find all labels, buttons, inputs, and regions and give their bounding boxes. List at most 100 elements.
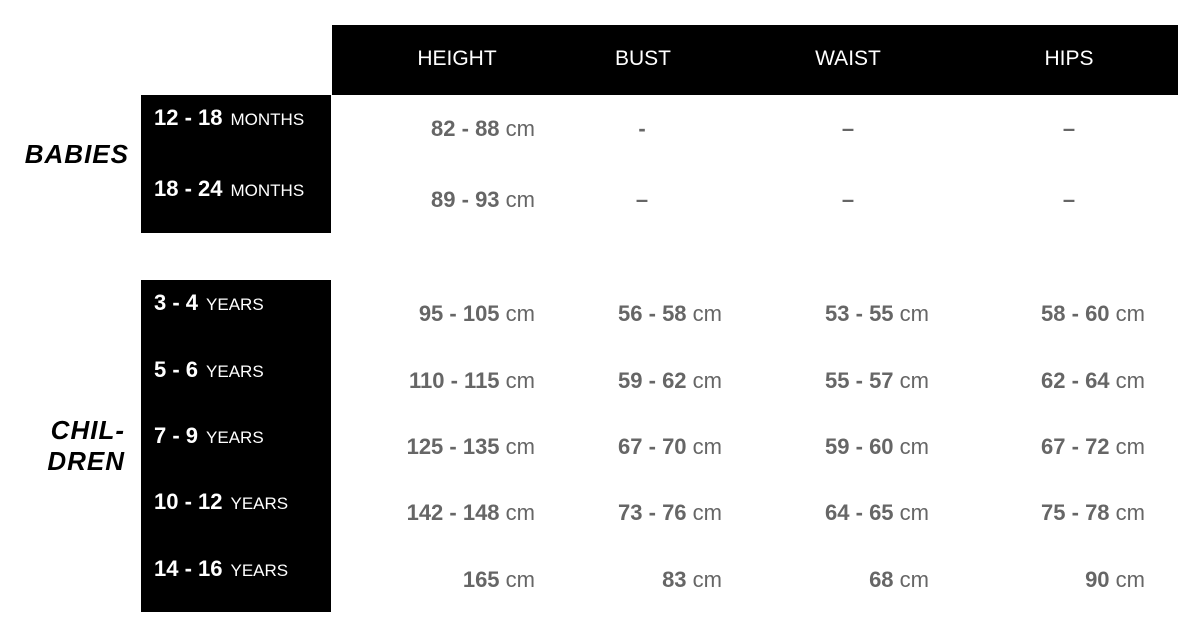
cell-value: 95 - 105 [418,301,500,326]
cell-height: 110 - 115 cm [409,368,535,394]
age-range-unit: YEARS [230,561,289,580]
cell-waist: – [842,187,854,213]
cell-hips: 62 - 64 cm [1041,368,1145,394]
cell-value: 165 [462,567,500,592]
cell-value: 64 - 65 [825,500,894,525]
cell-height: 95 - 105 cm [419,301,535,327]
cell-value: 89 - 93 [431,187,500,212]
age-range-value: 14 - 16 [154,556,223,581]
age-range-label: 10 - 12 YEARS [154,489,288,515]
cell-bust: 83 cm [662,567,722,593]
header-bust: BUST [614,47,672,70]
cell-unit: cm [505,116,535,141]
cell-hips: – [1063,116,1075,142]
cell-height: 125 - 135 cm [407,434,535,460]
cell-unit: cm [1115,567,1145,592]
cell-waist: 53 - 55 cm [825,301,929,327]
cell-value: 82 - 88 [431,116,500,141]
age-range-label: 3 - 4 YEARS [154,290,264,316]
cell-hips: 58 - 60 cm [1041,301,1145,327]
age-range-label: 7 - 9 YEARS [154,423,264,449]
cell-bust: – [636,187,648,213]
cell-unit: cm [1115,301,1145,326]
cell-bust: - [638,116,645,142]
cell-hips: 90 cm [1085,567,1145,593]
cell-waist: 64 - 65 cm [825,500,929,526]
cell-value: 110 - 115 [409,368,500,393]
children-age-column: 3 - 4 YEARS 5 - 6 YEARS 7 - 9 YEARS 10 - 12 YEA… [141,280,331,612]
cell-value: 53 - 55 [825,301,894,326]
cell-value: 67 - 72 [1041,434,1110,459]
cell-hips: – [1063,187,1075,213]
cell-unit: cm [1115,434,1145,459]
age-range-value: 10 - 12 [154,489,223,514]
cell-unit: cm [899,301,929,326]
cell-value: 59 - 60 [825,434,894,459]
cell-unit: cm [692,301,722,326]
cell-unit: cm [1115,368,1145,393]
cell-value: – [841,116,855,141]
header-hips: HIPS [1044,47,1094,70]
cell-unit: cm [692,368,722,393]
cell-value: 90 [1085,567,1110,592]
cell-height: 82 - 88 cm [431,116,535,142]
cell-hips: 75 - 78 cm [1041,500,1145,526]
group-label-children: CHIL- DREN [47,415,125,477]
cell-value: 59 - 62 [618,368,687,393]
age-range-value: 3 - 4 [154,290,199,315]
cell-unit: cm [1115,500,1145,525]
cell-waist: 59 - 60 cm [825,434,929,460]
age-range-label: 18 - 24 MONTHS [154,176,304,202]
cell-value: 58 - 60 [1041,301,1110,326]
cell-value: 73 - 76 [618,500,687,525]
cell-value: – [1062,116,1076,141]
header-height: HEIGHT [417,47,497,70]
cell-bust: 73 - 76 cm [618,500,722,526]
cell-hips: 67 - 72 cm [1041,434,1145,460]
cell-unit: cm [899,434,929,459]
cell-unit: cm [899,567,929,592]
cell-value: – [841,187,855,212]
group-label-line2: DREN [47,446,125,476]
column-header-bar: HEIGHT BUST WAIST HIPS [332,25,1178,95]
age-range-unit: YEARS [230,494,289,513]
cell-unit: cm [899,368,929,393]
cell-value: 142 - 148 [406,500,500,525]
cell-value: 56 - 58 [618,301,687,326]
age-range-label: 14 - 16 YEARS [154,556,288,582]
cell-value: - [638,116,646,141]
cell-unit: cm [505,368,535,393]
cell-value: 62 - 64 [1041,368,1110,393]
cell-waist: – [842,116,854,142]
cell-value: – [1062,187,1076,212]
header-waist: WAIST [815,47,881,70]
cell-unit: cm [692,434,722,459]
cell-unit: cm [505,301,535,326]
cell-value: 55 - 57 [825,368,894,393]
cell-waist: 68 cm [869,567,929,593]
cell-unit: cm [505,500,535,525]
age-range-unit: YEARS [206,362,264,381]
age-range-unit: MONTHS [230,181,305,200]
age-range-value: 7 - 9 [154,423,199,448]
age-range-value: 12 - 18 [154,105,223,130]
cell-value: 68 [869,567,894,592]
cell-unit: cm [505,187,535,212]
cell-bust: 67 - 70 cm [618,434,722,460]
age-range-unit: YEARS [206,428,264,447]
cell-value: 67 - 70 [618,434,687,459]
cell-height: 142 - 148 cm [407,500,535,526]
cell-unit: cm [505,567,535,592]
babies-age-column: 12 - 18 MONTHS 18 - 24 MONTHS [141,95,331,233]
cell-waist: 55 - 57 cm [825,368,929,394]
cell-height: 89 - 93 cm [431,187,535,213]
cell-value: 125 - 135 [406,434,500,459]
cell-value: – [635,187,649,212]
age-range-value: 18 - 24 [154,176,223,201]
cell-unit: cm [692,500,722,525]
cell-height: 165 cm [463,567,535,593]
cell-unit: cm [692,567,722,592]
cell-value: 75 - 78 [1041,500,1110,525]
cell-unit: cm [505,434,535,459]
